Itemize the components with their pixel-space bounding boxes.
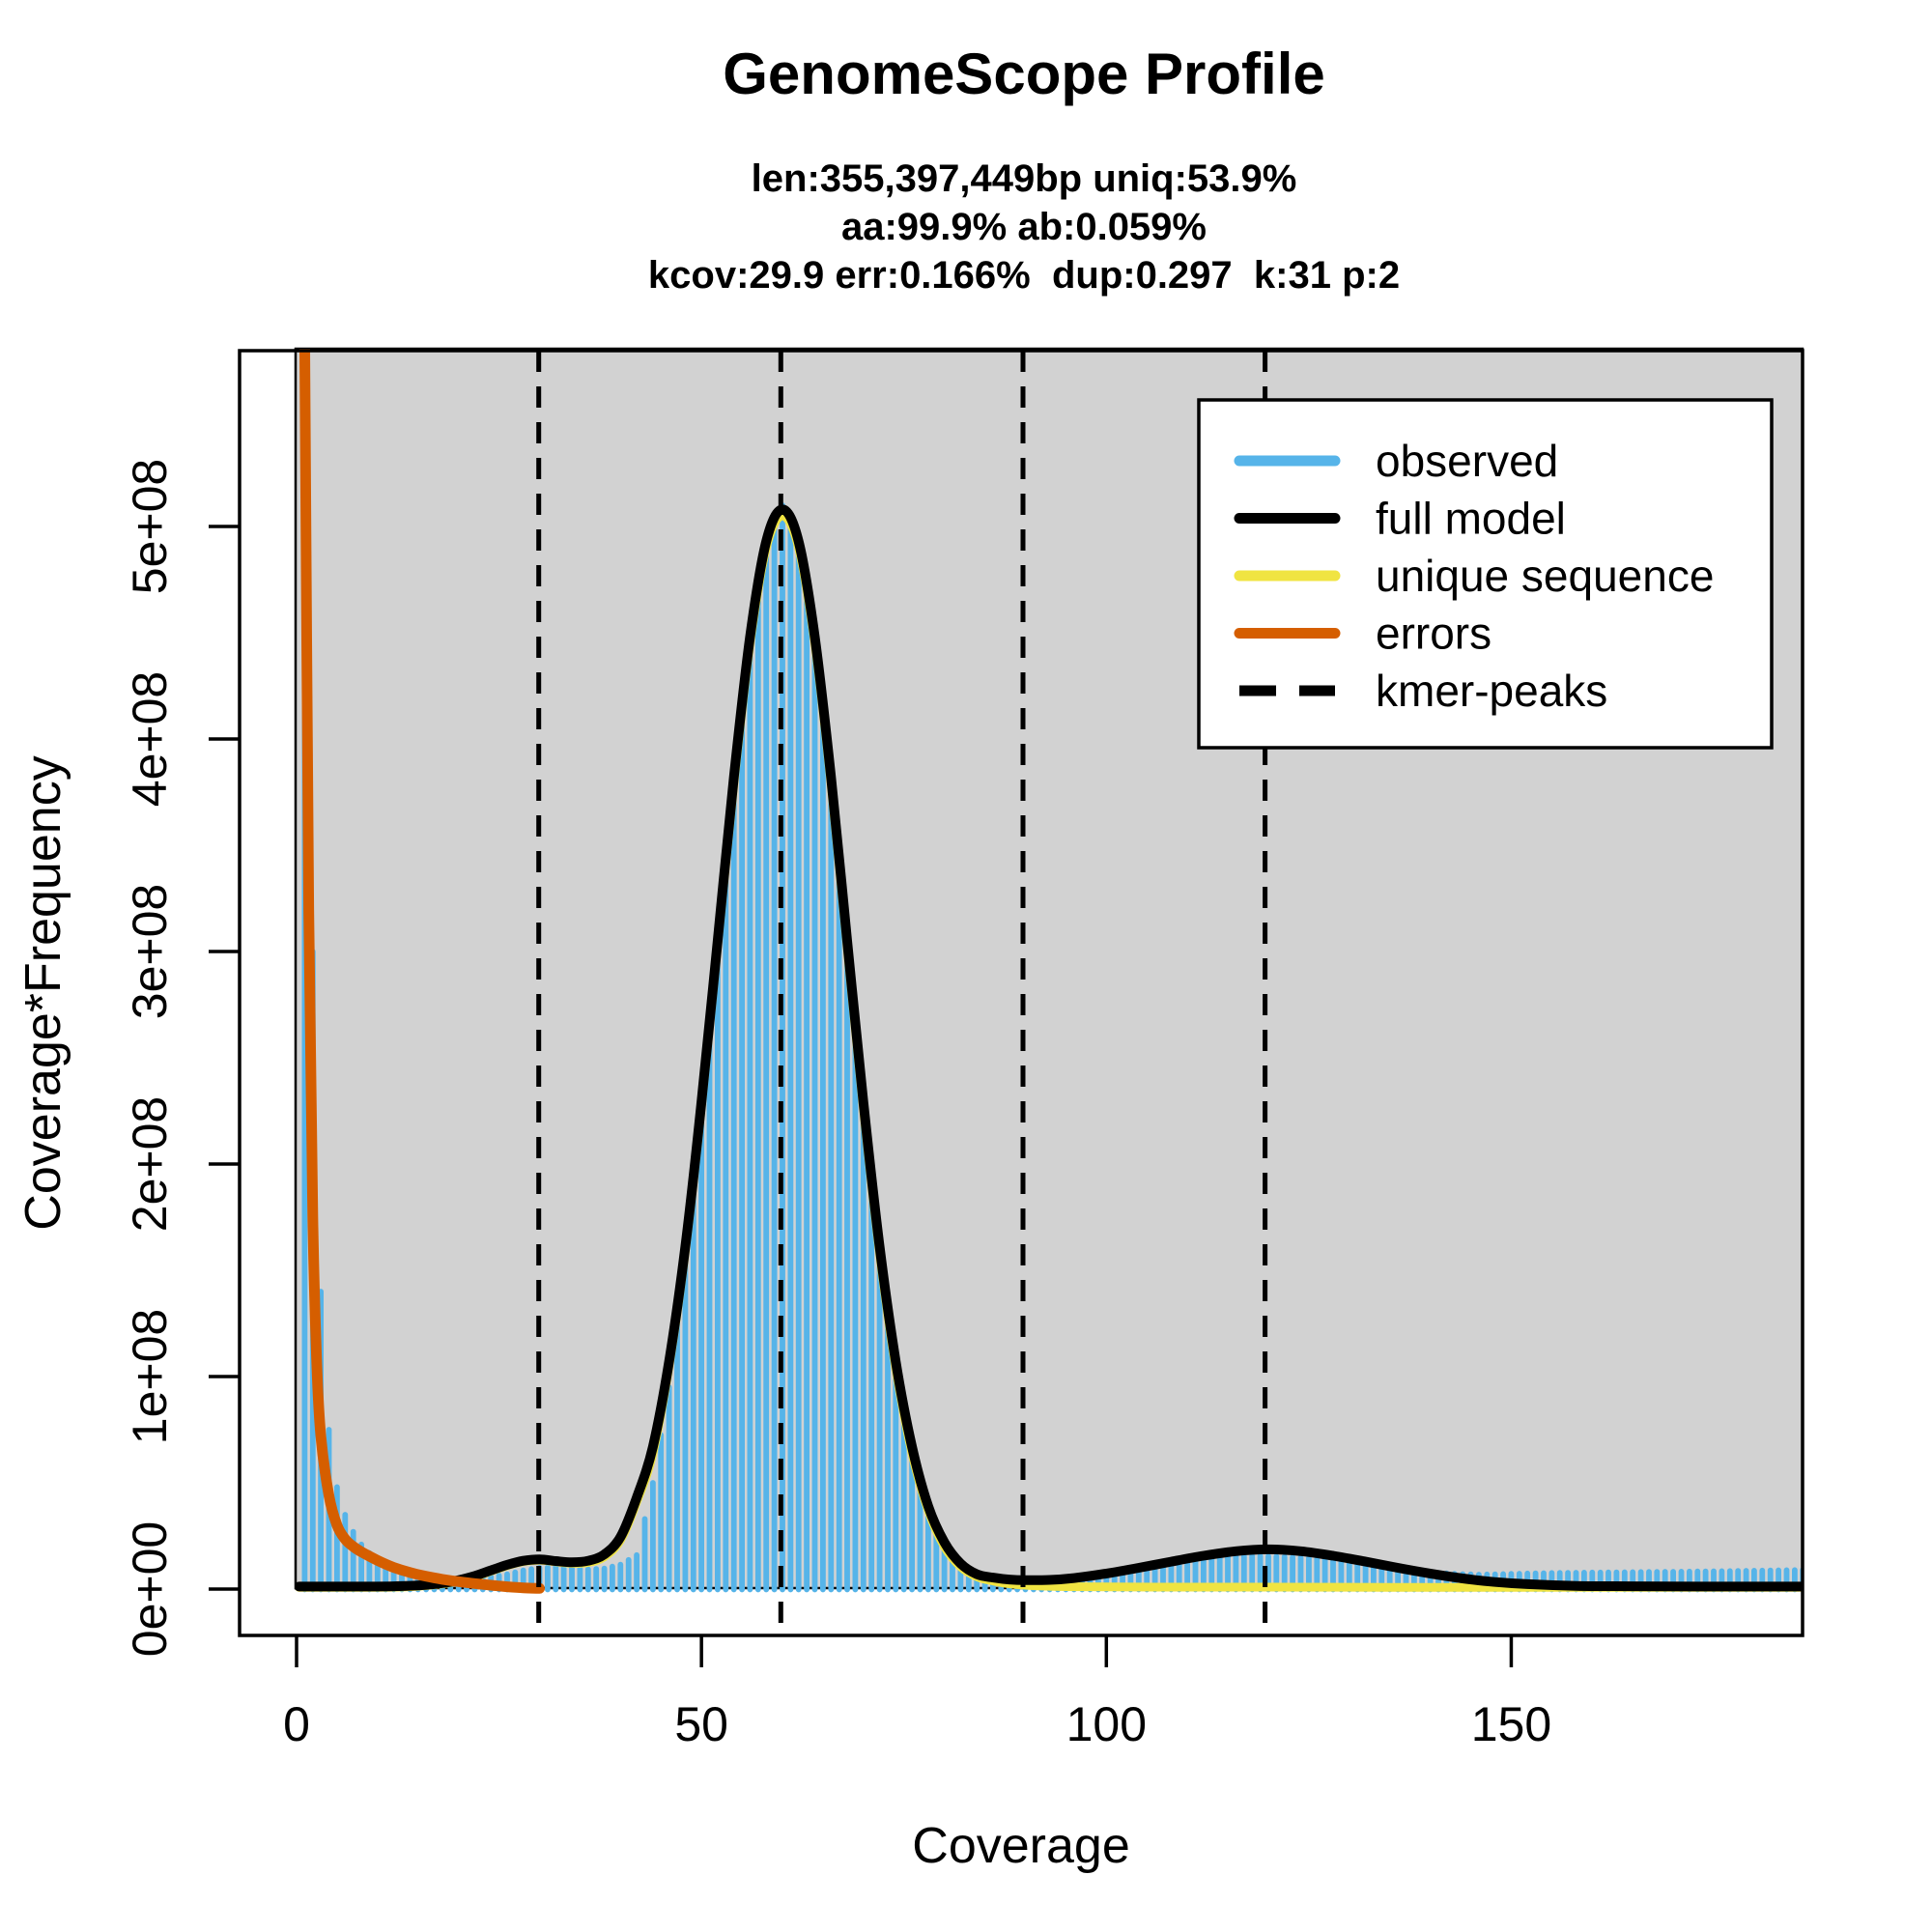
chart-title: GenomeScope Profile bbox=[723, 42, 1325, 106]
x-axis: 0 50 100 150 bbox=[283, 1635, 1551, 1751]
chart-subtitle-line3: kcov:29.9 err:0.166% dup:0.297 k:31 p:2 bbox=[648, 254, 1400, 297]
chart-subtitle-line1: len:355,397,449bp uniq:53.9% bbox=[752, 157, 1297, 200]
y-tick-label: 0e+00 bbox=[123, 1521, 177, 1657]
y-axis-title: Coverage*Frequency bbox=[15, 755, 71, 1230]
y-tick-label: 2e+08 bbox=[123, 1096, 177, 1232]
chart-header: GenomeScope Profile len:355,397,449bp un… bbox=[648, 42, 1400, 297]
legend-label: errors bbox=[1376, 609, 1492, 659]
legend-label: full model bbox=[1376, 494, 1566, 544]
model-curves bbox=[295, 349, 1804, 1594]
full-model-curve bbox=[295, 504, 1804, 1592]
y-tick-label: 1e+08 bbox=[123, 1309, 177, 1444]
errors-curve bbox=[298, 349, 545, 1594]
x-tick-label: 0 bbox=[283, 1697, 310, 1751]
chart-subtitle-line2: aa:99.9% ab:0.059% bbox=[841, 206, 1207, 248]
axis-titles: Coverage Coverage*Frequency bbox=[15, 755, 1130, 1874]
y-tick-label: 5e+08 bbox=[123, 459, 177, 594]
x-tick-label: 150 bbox=[1471, 1697, 1551, 1751]
legend-label: observed bbox=[1376, 436, 1558, 486]
x-tick-label: 50 bbox=[674, 1697, 728, 1751]
x-axis-title: Coverage bbox=[912, 1818, 1129, 1874]
y-tick-label: 3e+08 bbox=[123, 884, 177, 1019]
legend-label: unique sequence bbox=[1376, 551, 1714, 601]
x-tick-label: 100 bbox=[1066, 1697, 1147, 1751]
plot-border bbox=[238, 349, 1804, 1637]
legend: observed full model unique sequence errors k… bbox=[1197, 398, 1774, 750]
y-tick-label: 4e+08 bbox=[123, 671, 177, 807]
y-axis: 0e+00 1e+08 2e+08 3e+08 4e+08 5e+08 bbox=[123, 459, 240, 1657]
legend-label: kmer-peaks bbox=[1376, 666, 1607, 716]
